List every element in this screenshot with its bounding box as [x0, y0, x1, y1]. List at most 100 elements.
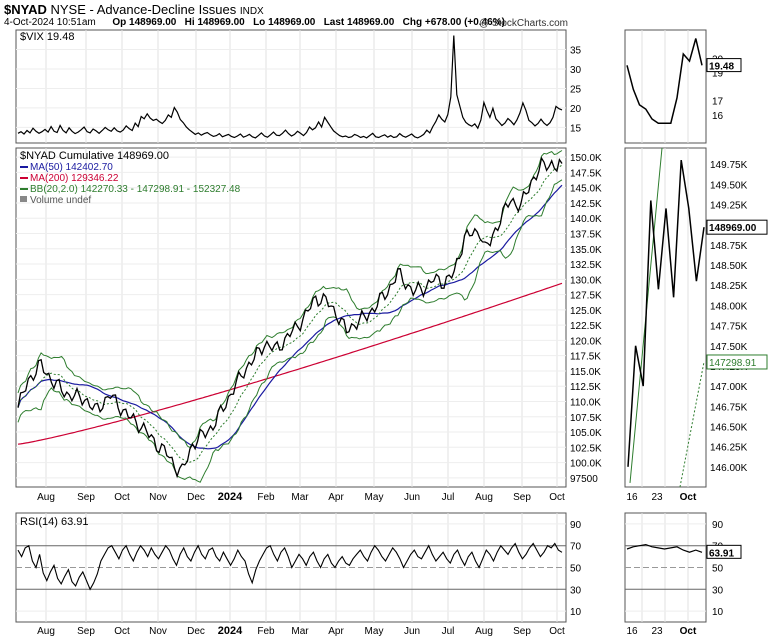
rsi-x-label: Jul [442, 626, 455, 637]
price-y-tick: 117.5K [570, 352, 601, 363]
price-x-label: Sep [513, 492, 531, 503]
price-zoom-y-tick: 148.50K [710, 261, 748, 272]
price-zoom-y-tick: 147.50K [710, 342, 748, 353]
zoom-bb-middle-line [679, 361, 705, 488]
rsi-zoom-y-tick: 10 [712, 607, 724, 618]
zoom-x-label: 23 [651, 492, 663, 503]
price-last-tag [706, 219, 768, 235]
price-zoom-y-tick: 146.50K [710, 422, 748, 433]
vix-zoom-y-tick: 19 [712, 68, 724, 79]
bb-lower-line [17, 179, 563, 483]
ma50-legend: MA(50) 142402.70 [30, 162, 113, 173]
price-zoom-y-tick: 146.00K [710, 463, 748, 474]
price-y-tick: 142.5K [570, 199, 602, 210]
vix-panel-frame [15, 29, 567, 144]
bb-upper-line [17, 150, 563, 449]
price-legend-main: $NYAD Cumulative 148969.00 [20, 150, 169, 162]
rsi-y-tick: 50 [570, 564, 582, 575]
rsi-zoom-y-tick: 90 [712, 520, 724, 531]
rsi-y-tick: 10 [570, 607, 582, 618]
rsi-line [17, 542, 563, 591]
price-zoom-y-tick: 149.75K [710, 160, 748, 171]
quote-high: Hi 148969.00 [184, 17, 245, 28]
price-zoom-y-tick: 148.75K [710, 241, 748, 252]
rsi-x-label: Oct [114, 626, 130, 637]
rsi-x-label: Oct [549, 626, 565, 637]
price-y-tick: 137.5K [570, 230, 602, 241]
price-x-label: Apr [328, 492, 344, 503]
price-x-label: Aug [37, 492, 55, 503]
price-zoom-y-tick: 148.25K [710, 281, 748, 292]
price-zoom-y-tick: 146.75K [710, 402, 748, 413]
price-y-tick: 125.0K [570, 306, 602, 317]
price-x-label: Mar [291, 492, 309, 503]
rsi-last-label: 63.91 [709, 548, 734, 559]
price-y-tick: 140.0K [570, 214, 602, 225]
price-y-tick: 122.5K [570, 321, 602, 332]
ma200-line [17, 282, 563, 445]
rsi-zoom-y-tick: 50 [712, 564, 724, 575]
quote-change: Chg +678.00 (+0.46%) [402, 17, 505, 28]
price-x-label: 2024 [218, 491, 243, 503]
price-y-tick: 135.0K [570, 245, 602, 256]
price-last-label: 148969.00 [709, 223, 757, 234]
zoom-x-label: 16 [626, 492, 638, 503]
rsi-x-label: Aug [475, 626, 493, 637]
rsi-x-label: Aug [37, 626, 55, 637]
rsi-legend: RSI(14) 63.91 [20, 516, 88, 528]
price-y-tick: 97500 [570, 474, 598, 485]
price-y-tick: 145.0K [570, 184, 602, 195]
price-x-label: Jul [442, 492, 455, 503]
ma200-legend: MA(200) 129346.22 [30, 173, 119, 184]
quote-date: 4-Oct-2024 10:51am [4, 17, 96, 28]
vix-last-tag [706, 58, 742, 73]
zoom-rsi-x-label: 23 [651, 626, 663, 637]
price-zoom-y-tick: 147.00K [710, 382, 748, 393]
price-y-tick: 102.5K [570, 443, 602, 454]
bb-middle-line [17, 164, 563, 463]
rsi-y-tick: 70 [570, 542, 582, 553]
vix-legend: $VIX 19.48 [20, 31, 74, 43]
rsi-zoom-line [626, 543, 703, 553]
rsi-last-tag [706, 544, 742, 559]
vix-y-tick: 20 [570, 104, 582, 115]
price-y-tick: 120.0K [570, 336, 602, 347]
price-x-label: Jun [404, 492, 420, 503]
vix-zoom-y-tick: 16 [712, 111, 724, 122]
price-zoom-y-tick: 146.25K [710, 443, 748, 454]
rsi-x-label: Feb [257, 626, 275, 637]
price-y-tick: 150.0K [570, 153, 602, 164]
vix-y-tick: 35 [570, 45, 582, 56]
price-y-tick: 107.5K [570, 413, 602, 424]
zoom-x-label: Oct [680, 492, 697, 503]
ma50-line [17, 184, 563, 450]
price-x-label: Oct [114, 492, 130, 503]
price-x-label: Oct [549, 492, 565, 503]
exchange: INDX [239, 6, 264, 17]
nyad-price-line [17, 156, 563, 479]
price-x-label: Aug [475, 492, 493, 503]
zoom-rsi-x-label: 16 [626, 626, 638, 637]
zoom-price-line [627, 159, 705, 467]
quote-open: Op 148969.00 [112, 17, 177, 28]
price-x-label: Feb [257, 492, 275, 503]
rsi-zoom-y-tick: 30 [712, 585, 724, 596]
vix-y-tick: 25 [570, 84, 582, 95]
vix-last-label: 19.48 [709, 62, 734, 73]
price-zoom-y-tick: 148.00K [710, 301, 748, 312]
rsi-x-label: Apr [328, 626, 344, 637]
price-y-tick: 147.5K [570, 168, 602, 179]
symbol: $NYAD [4, 2, 47, 17]
bb-mid-tag [706, 354, 768, 370]
price-y-tick: 115.0K [570, 367, 601, 378]
rsi-x-label: Dec [187, 626, 205, 637]
price-x-label: May [365, 492, 384, 503]
watermark: @ StockCharts.com [478, 18, 568, 29]
rsi-y-tick: 90 [570, 520, 582, 531]
price-y-tick: 100.0K [570, 459, 602, 470]
quote-line: 4-Oct-2024 10:51am Op 148969.00 Hi 14896… [4, 17, 505, 28]
price-x-label: Nov [149, 492, 167, 503]
quote-low: Lo 148969.00 [253, 17, 316, 28]
symbol-name: NYSE - Advance-Decline Issues [50, 2, 237, 17]
rsi-x-label: Jun [404, 626, 420, 637]
